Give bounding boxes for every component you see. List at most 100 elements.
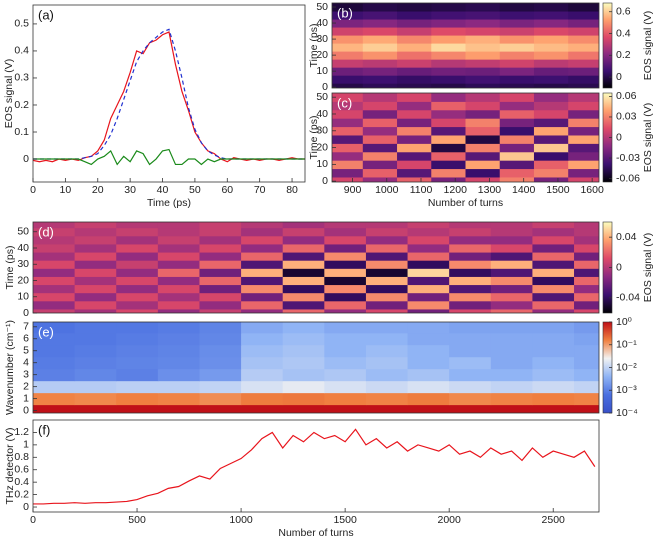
heat-cell <box>241 276 284 286</box>
x-tick-label: 2000 <box>437 514 461 526</box>
y-tick-label: 7 <box>23 321 29 333</box>
heat-cell <box>574 284 599 294</box>
heat-cell <box>499 59 535 68</box>
heat-cell <box>332 51 364 60</box>
heat-cell <box>574 332 599 346</box>
heat-cell <box>116 276 159 286</box>
heat-cell <box>362 19 398 28</box>
heat-cell <box>324 392 367 406</box>
panel-label: (b) <box>337 5 353 20</box>
heat-cell <box>533 160 569 170</box>
heat-cell <box>465 67 501 76</box>
heat-cell <box>431 151 466 161</box>
heat-cell <box>568 126 599 136</box>
heat-cell <box>74 252 117 261</box>
heat-cell <box>199 227 242 237</box>
y-tick-label: 1.2 <box>14 426 29 438</box>
heat-cell <box>532 222 575 229</box>
heat-cell <box>532 284 575 294</box>
heat-cell <box>499 83 535 88</box>
heat-cell <box>490 284 533 294</box>
heat-cell <box>332 143 364 153</box>
heat-cell <box>362 118 398 128</box>
heat-cell <box>324 292 367 302</box>
heat-cell <box>532 380 575 394</box>
heat-cell <box>407 227 450 237</box>
heat-cell <box>533 27 569 36</box>
heat-cell <box>490 356 533 370</box>
heat-cell <box>449 368 492 382</box>
heat-cell <box>499 35 535 44</box>
series-line <box>33 28 305 160</box>
heat-cell <box>157 344 200 358</box>
heat-cell <box>465 93 501 102</box>
heat-cell <box>574 276 599 286</box>
heat-cell <box>568 168 599 178</box>
heat-cell <box>431 93 466 102</box>
heat-cell <box>449 252 492 261</box>
heat-cell <box>431 75 466 84</box>
y-tick-label: 3 <box>23 368 29 380</box>
heat-cell <box>490 243 533 253</box>
heat-cell <box>532 243 575 253</box>
x-tick-label: 900 <box>344 184 362 196</box>
heat-cell <box>362 27 398 36</box>
heat-cell <box>449 300 492 310</box>
heat-cell <box>332 67 364 76</box>
heat-cell <box>365 300 409 310</box>
heat-cell <box>116 284 159 294</box>
y-tick-label: 0.2 <box>14 488 29 500</box>
heat-cell <box>449 344 492 358</box>
y-tick-label: 0.8 <box>14 451 29 463</box>
heat-cell <box>465 176 501 182</box>
heat-cell <box>407 276 450 286</box>
heat-cell <box>449 322 492 334</box>
y-axis-label: THz detector (V) <box>4 427 16 504</box>
heat-cell <box>362 51 398 60</box>
heat-cell <box>362 67 398 76</box>
heat-cell <box>282 268 325 277</box>
heat-cell <box>532 252 575 261</box>
heat-cell <box>199 392 242 406</box>
heat-cell <box>574 227 599 237</box>
heat-cell <box>365 252 409 261</box>
heat-cell <box>397 134 432 144</box>
heat-cell <box>568 43 599 52</box>
heat-cell <box>407 260 450 269</box>
y-tick-label: 30 <box>17 258 29 270</box>
heat-cell <box>499 168 535 178</box>
heat-cell <box>533 11 569 20</box>
heat-cell <box>33 227 76 237</box>
heat-cell <box>490 268 533 277</box>
heat-cell <box>116 300 159 310</box>
y-tick-label: 2 <box>23 380 29 392</box>
heat-cell <box>365 268 409 277</box>
heat-cell <box>116 243 159 253</box>
y-tick-label: 30 <box>316 33 328 45</box>
heat-cell <box>490 404 533 413</box>
heat-cell <box>397 35 432 44</box>
x-tick-label: 30 <box>124 184 136 196</box>
heat-cell <box>324 404 367 413</box>
x-tick-label: 1200 <box>444 184 468 196</box>
heat-cell <box>332 126 364 136</box>
heat-cell <box>199 380 242 394</box>
heat-cell <box>199 292 242 302</box>
heat-cell <box>362 11 398 20</box>
heat-cell <box>362 83 398 88</box>
heat-cell <box>199 344 242 358</box>
heat-cell <box>499 27 535 36</box>
y-tick-label: 0 <box>23 404 29 416</box>
heat-cell <box>568 67 599 76</box>
heat-cell <box>199 276 242 286</box>
heat-cell <box>532 344 575 358</box>
heat-cell <box>465 43 501 52</box>
colorbar-label: EOS signal (V) <box>642 233 654 302</box>
x-tick-label: 50 <box>189 184 201 196</box>
y-tick-label: 0.1 <box>14 126 29 138</box>
heat-cell <box>116 322 159 334</box>
heat-cell <box>365 243 409 253</box>
heat-cell <box>532 260 575 269</box>
y-tick-label: 50 <box>316 1 328 13</box>
heat-cell <box>116 260 159 269</box>
